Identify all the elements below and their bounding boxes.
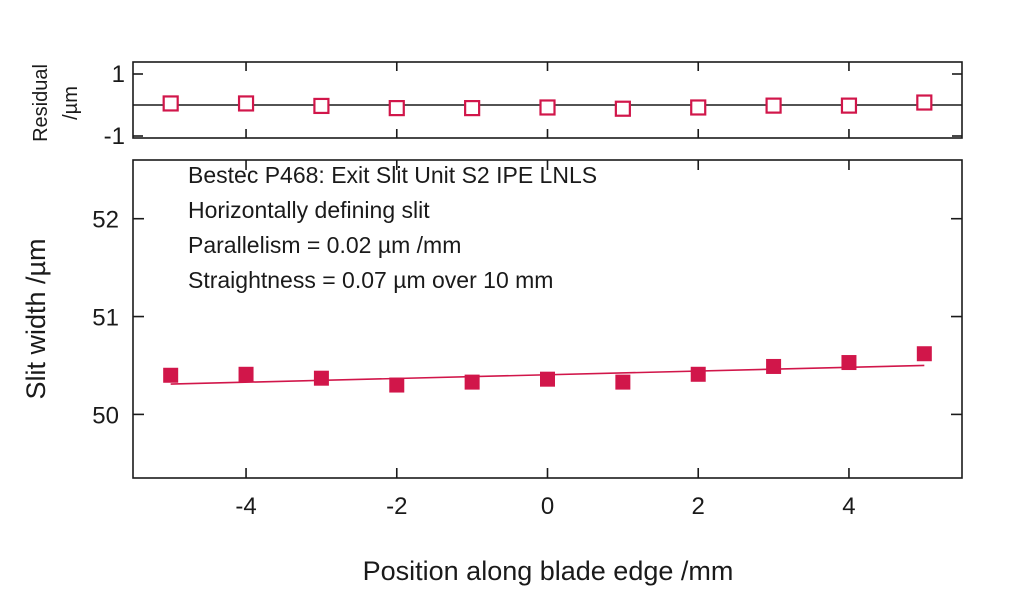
data-point <box>690 366 706 382</box>
residual-point <box>765 97 782 114</box>
main-panel: -4 -2 0 2 4 50 51 52 Bestec P468: Exit Slit Un… <box>21 159 963 586</box>
x-axis-label: Position along blade edge /mm <box>363 556 734 586</box>
residual-point <box>840 97 858 114</box>
residual-points <box>162 94 933 117</box>
data-point <box>766 358 782 374</box>
residual-point <box>162 95 179 112</box>
annotation-line: Straightness = 0.07 µm over 10 mm <box>188 267 553 293</box>
annotation-line: Bestec P468: Exit Slit Unit S2 IPE LNLS <box>188 162 597 188</box>
residual-point <box>388 99 405 117</box>
data-point <box>540 371 555 387</box>
y-tick-label: 50 <box>92 402 119 429</box>
main-y-axis-label: Slit width /µm <box>21 238 51 399</box>
residual-point <box>313 97 330 115</box>
x-tick-label: 2 <box>692 493 705 520</box>
data-point <box>163 367 179 383</box>
x-tick-label: -2 <box>386 493 407 520</box>
residual-y-ticks: 1 -1 <box>104 61 962 150</box>
residual-point <box>539 99 556 116</box>
residual-y-tick-label: 1 <box>112 61 125 88</box>
y-tick-label: 51 <box>92 305 119 332</box>
residual-y-axis-label-line1: Residual <box>30 64 52 142</box>
annotation-block: Bestec P468: Exit Slit Unit S2 IPE LNLS H… <box>188 162 597 293</box>
data-point <box>238 366 254 382</box>
x-tick-label: 0 <box>541 493 554 520</box>
x-tick-label: -4 <box>235 493 256 520</box>
residual-point <box>237 95 255 112</box>
data-point <box>916 346 932 362</box>
main-y-ticks: 50 51 52 <box>92 207 962 429</box>
residual-y-axis-label-line2: /µm <box>60 86 82 120</box>
residual-point <box>690 99 707 116</box>
data-point <box>615 374 631 390</box>
y-tick-label: 52 <box>92 207 119 234</box>
residual-point <box>464 99 481 117</box>
annotation-line: Parallelism = 0.02 µm /mm <box>188 232 461 258</box>
x-tick-label: 4 <box>842 493 855 520</box>
residual-point <box>916 94 933 111</box>
data-point <box>841 355 857 371</box>
residual-point <box>614 100 631 117</box>
data-point <box>464 374 480 390</box>
annotation-line: Horizontally defining slit <box>188 197 430 223</box>
data-point <box>313 370 329 386</box>
data-point <box>389 377 405 393</box>
residual-panel: 1 -1 Residual /µm <box>30 61 963 150</box>
residual-y-tick-label: -1 <box>104 123 125 150</box>
main-x-ticks: -4 -2 0 2 4 <box>235 160 856 520</box>
main-points <box>163 346 932 393</box>
